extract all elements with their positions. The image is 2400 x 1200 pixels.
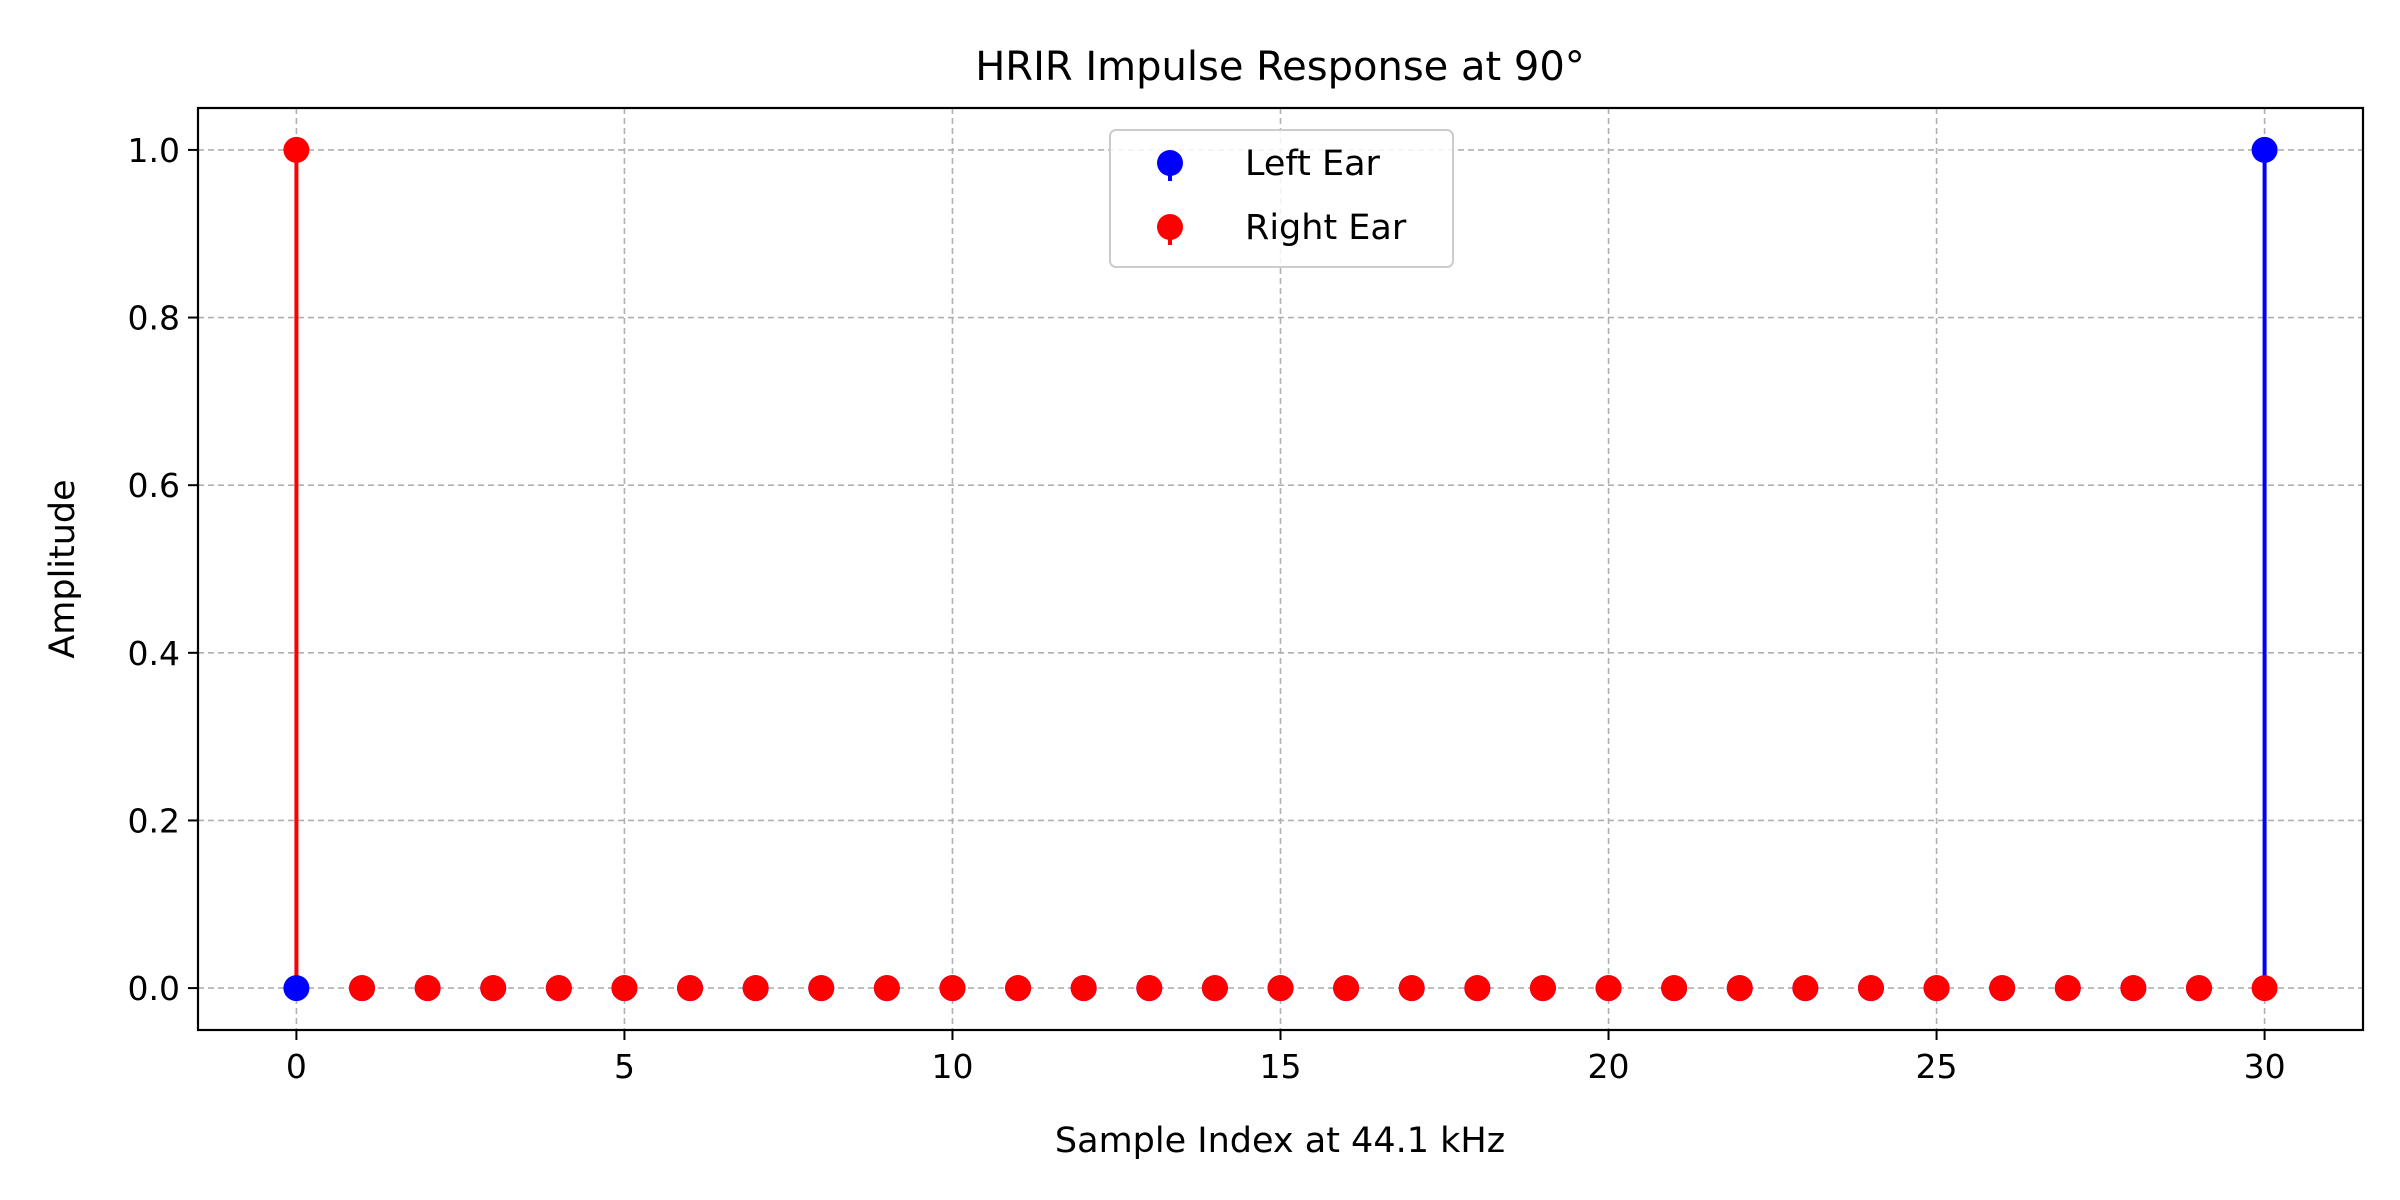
stem-marker — [1792, 975, 1819, 1002]
x-tick-label: 10 — [931, 1047, 973, 1086]
stem-marker — [545, 975, 572, 1002]
axis-ticks: 0 5 10 15 20 25 30 0.0 0.2 0.4 0.6 0.8 1.0 — [128, 131, 2286, 1086]
stem-marker — [1529, 975, 1556, 1002]
y-tick-label: 0.4 — [128, 634, 180, 673]
stem-marker — [283, 975, 310, 1002]
x-tick-label: 20 — [1588, 1047, 1630, 1086]
stem-marker — [1267, 975, 1294, 1002]
y-tick-label: 1.0 — [128, 131, 180, 170]
stem-marker — [2054, 975, 2081, 1002]
legend-label: Right Ear — [1245, 208, 1407, 248]
legend-label: Left Ear — [1245, 144, 1381, 184]
stem-marker — [480, 975, 507, 1002]
stem-marker — [1595, 975, 1622, 1002]
stem-marker — [873, 975, 900, 1002]
stem-marker — [283, 136, 310, 163]
markers-right-ear — [283, 136, 2278, 1002]
legend: Left Ear Right Ear — [1109, 129, 1454, 268]
stem-marker — [1398, 975, 1425, 1002]
stem-marker — [742, 975, 769, 1002]
stem-marker — [1726, 975, 1753, 1002]
x-tick-label: 30 — [2244, 1047, 2286, 1086]
legend-item: Right Ear — [1157, 208, 1407, 248]
x-tick-label: 25 — [1916, 1047, 1958, 1086]
chart-title: HRIR Impulse Response at 90° — [975, 44, 1585, 90]
x-axis-label: Sample Index at 44.1 kHz — [1055, 1121, 1505, 1161]
stem-marker — [1661, 975, 1688, 1002]
stem-marker — [611, 975, 638, 1002]
y-tick-label: 0.6 — [128, 466, 180, 505]
stem-marker — [1333, 975, 1360, 1002]
stem-marker — [939, 975, 966, 1002]
legend-marker — [1157, 150, 1183, 176]
stem-plot-area — [283, 136, 2278, 1002]
stem-marker — [1464, 975, 1491, 1002]
y-tick-label: 0.2 — [128, 801, 180, 840]
legend-item: Left Ear — [1157, 144, 1381, 184]
x-tick-label: 0 — [286, 1047, 307, 1086]
legend-marker — [1157, 214, 1183, 240]
stem-marker — [1136, 975, 1163, 1002]
x-tick-label: 5 — [614, 1047, 635, 1086]
stem-marker — [808, 975, 835, 1002]
stem-marker — [677, 975, 704, 1002]
x-tick-label: 15 — [1260, 1047, 1302, 1086]
stem-marker — [2120, 975, 2147, 1002]
stem-marker — [1005, 975, 1032, 1002]
stem-marker — [349, 975, 376, 1002]
stem-marker — [1070, 975, 1097, 1002]
y-axis-label: Amplitude — [43, 479, 83, 658]
stem-marker — [2251, 136, 2278, 163]
stem-marker — [414, 975, 441, 1002]
stem-marker — [1923, 975, 1950, 1002]
stem-marker — [2185, 975, 2212, 1002]
stem-marker — [2251, 975, 2278, 1002]
stem-marker — [1857, 975, 1884, 1002]
y-tick-label: 0.0 — [128, 969, 180, 1008]
y-tick-label: 0.8 — [128, 299, 180, 338]
stem-marker — [1989, 975, 2016, 1002]
stem-marker — [1201, 975, 1228, 1002]
legend-box — [1109, 129, 1454, 268]
